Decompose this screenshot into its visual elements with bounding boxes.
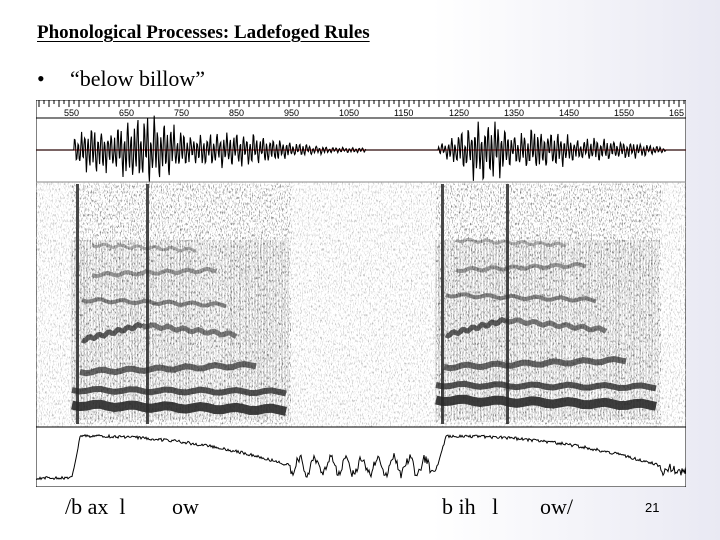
bullet-item: • “below billow” [37,66,205,92]
ruler-tick-label: 1550 [614,108,634,118]
burst-stripe [441,184,444,424]
burst-stripe [506,184,509,424]
bullet-text: “below billow” [70,66,206,91]
formant-band [435,380,657,392]
ruler-tick-label: 1250 [449,108,469,118]
formant-band [79,360,257,377]
phone-label: ow [172,494,199,519]
formant-band [71,385,287,397]
ruler-tick-label: 1150 [394,108,413,118]
waveform-trace [36,115,686,182]
formant-band [91,266,217,279]
waveform-panel [36,115,686,182]
energy-trace [36,433,686,481]
ruler-tick-label: 650 [119,108,134,118]
formant-band [80,321,144,344]
formant-band [140,322,238,339]
formant-band [455,261,587,274]
ruler-tick-label: 1350 [504,108,524,118]
formant-band [455,237,567,248]
slide-title: Phonological Processes: Ladefoged Rules [37,22,370,43]
speech-analysis-figure: 550 650 750 850 950 1050 1150 1250 1350 1450 1550 1… [36,100,686,487]
spectrogram-panel [36,182,686,427]
ruler-tick-label: 1450 [559,108,579,118]
phone-label: ow/ [540,494,573,519]
time-ruler: 550 650 750 850 950 1050 1150 1250 1350 1450 1550 1… [36,100,686,119]
ruler-tick-label: 550 [64,108,79,118]
burst-stripe [146,184,149,424]
burst-stripe [76,184,79,424]
energy-contour-panel [36,433,686,481]
formant-band [91,242,197,253]
bullet-symbol: • [37,66,45,91]
formant-band [81,297,227,309]
ruler-tick-label: 165 [669,108,684,118]
ruler-tick-label: 750 [174,108,189,118]
formant-band [71,399,287,416]
formant-band [443,355,627,372]
ruler-tick-label: 950 [284,108,299,118]
speech-analysis-svg: 550 650 750 850 950 1050 1150 1250 1350 1450 1550 1… [36,100,686,487]
slide-number: 21 [645,500,660,515]
formant-band [504,317,608,334]
phone-label: /b ax l [65,494,126,519]
ruler-tick-label: 850 [229,108,244,118]
formant-band [444,316,508,339]
formant-band [435,394,657,411]
phone-label: b ih l [442,494,499,519]
formant-band [445,292,597,304]
ruler-tick-label: 1050 [339,108,359,118]
